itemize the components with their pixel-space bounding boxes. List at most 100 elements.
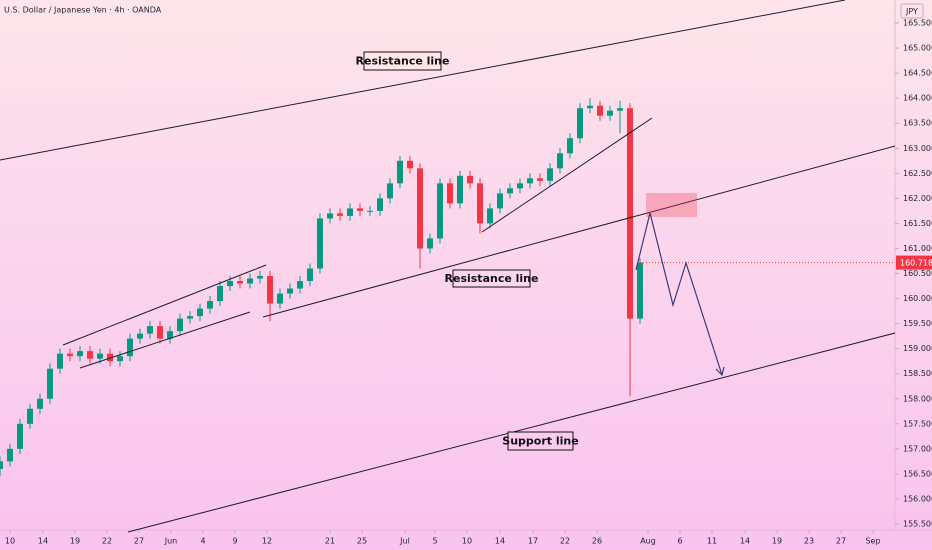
x-tick-label: Aug — [640, 537, 656, 546]
y-tick-label: 160.500 — [903, 269, 932, 278]
candle-body — [547, 168, 553, 181]
x-tick-label: 17 — [528, 537, 538, 546]
candle-body — [617, 108, 623, 111]
candle-body — [277, 293, 283, 304]
candle-body — [337, 213, 343, 216]
candle-body — [597, 105, 603, 116]
x-tick-label: 4 — [200, 537, 205, 546]
y-tick-label: 160.000 — [903, 294, 932, 303]
candle-body — [387, 183, 393, 199]
candle-body — [287, 288, 293, 294]
annotation-box — [363, 51, 442, 71]
candle-body — [117, 356, 123, 362]
candle-body — [327, 213, 333, 219]
candle-body — [157, 326, 163, 339]
candle-body — [487, 208, 493, 224]
candle-body — [267, 276, 273, 304]
x-tick-label: 27 — [134, 537, 144, 546]
y-tick-label: 161.500 — [903, 219, 932, 228]
y-tick-label: 155.500 — [903, 519, 932, 528]
candle-body — [457, 175, 463, 204]
x-tick-label: 14 — [740, 537, 750, 546]
candle-body — [307, 268, 313, 282]
annotation: Resistance line — [445, 272, 539, 285]
candle-body — [587, 105, 593, 109]
candle-body — [257, 276, 263, 279]
candle-body — [127, 338, 133, 357]
candle-body — [237, 281, 243, 284]
candle-body — [57, 353, 63, 369]
chart-title: U.S. Dollar / Japanese Yen · 4h · OANDA — [4, 6, 162, 15]
candle-body — [627, 108, 633, 319]
candle-body — [577, 108, 583, 139]
candle-body — [367, 210, 373, 212]
candle-body — [17, 423, 23, 449]
candle-body — [467, 175, 473, 184]
candle-body — [77, 351, 83, 357]
currency-box — [900, 3, 924, 19]
y-tick-label: 162.500 — [903, 169, 932, 178]
candle-body — [407, 160, 413, 169]
x-tick-label: 27 — [836, 537, 846, 546]
y-tick-label: 156.500 — [903, 469, 932, 478]
candle-body — [607, 110, 613, 116]
candle-body — [397, 160, 403, 184]
arrow-head — [715, 366, 725, 377]
trend-line — [0, 0, 846, 161]
candle-body — [297, 281, 303, 289]
y-tick-label: 156.000 — [903, 494, 932, 503]
candle-body — [207, 301, 213, 309]
candle-body — [37, 398, 43, 409]
projection-path — [635, 212, 723, 376]
candle-body — [517, 183, 523, 189]
candle-body — [377, 198, 383, 211]
candle-body — [0, 461, 3, 469]
annotation: Resistance line — [356, 55, 450, 68]
candle-body — [357, 208, 363, 211]
x-tick-label: Jul — [399, 537, 410, 546]
candle-body — [47, 368, 53, 399]
candle-body — [477, 183, 483, 224]
y-tick-label: 165.500 — [903, 19, 932, 28]
y-tick-label: 158.500 — [903, 369, 932, 378]
candle-body — [97, 353, 103, 359]
y-tick-label: 162.000 — [903, 194, 932, 203]
y-tick-label: 159.000 — [903, 344, 932, 353]
candle-body — [87, 351, 93, 359]
candle-body — [67, 353, 73, 357]
candle-body — [7, 448, 13, 462]
candle-body — [347, 208, 353, 216]
x-tick-label: 22 — [560, 537, 570, 546]
annotation: Support line — [502, 435, 578, 448]
candle-body — [447, 183, 453, 204]
candle-body — [107, 353, 113, 362]
x-tick-label: 22 — [102, 537, 112, 546]
candle-body — [167, 331, 173, 339]
x-tick-label: 19 — [70, 537, 80, 546]
trend-line — [262, 145, 896, 318]
trend-line — [481, 117, 653, 233]
candle-body — [417, 168, 423, 249]
x-tick-label: Sep — [865, 537, 880, 546]
y-tick-label: 163.500 — [903, 119, 932, 128]
candle-body — [317, 218, 323, 269]
candle-body — [437, 183, 443, 239]
x-tick-label: 14 — [495, 537, 505, 546]
candle-body — [497, 193, 503, 209]
candle-body — [197, 308, 203, 317]
y-tick-label: 163.000 — [903, 144, 932, 153]
candle-body — [147, 326, 153, 334]
candle-body — [227, 281, 233, 287]
x-tick-label: 25 — [357, 537, 367, 546]
y-tick-label: 157.000 — [903, 444, 932, 453]
y-tick-label: 161.000 — [903, 244, 932, 253]
x-tick-label: 9 — [232, 537, 237, 546]
y-tick-label: 157.500 — [903, 419, 932, 428]
y-tick-label: 165.000 — [903, 44, 932, 53]
y-tick-label: 159.500 — [903, 319, 932, 328]
x-tick-label: 5 — [432, 537, 437, 546]
candle-body — [187, 316, 193, 319]
x-tick-label: 10 — [5, 537, 15, 546]
y-tick-label: 164.500 — [903, 69, 932, 78]
